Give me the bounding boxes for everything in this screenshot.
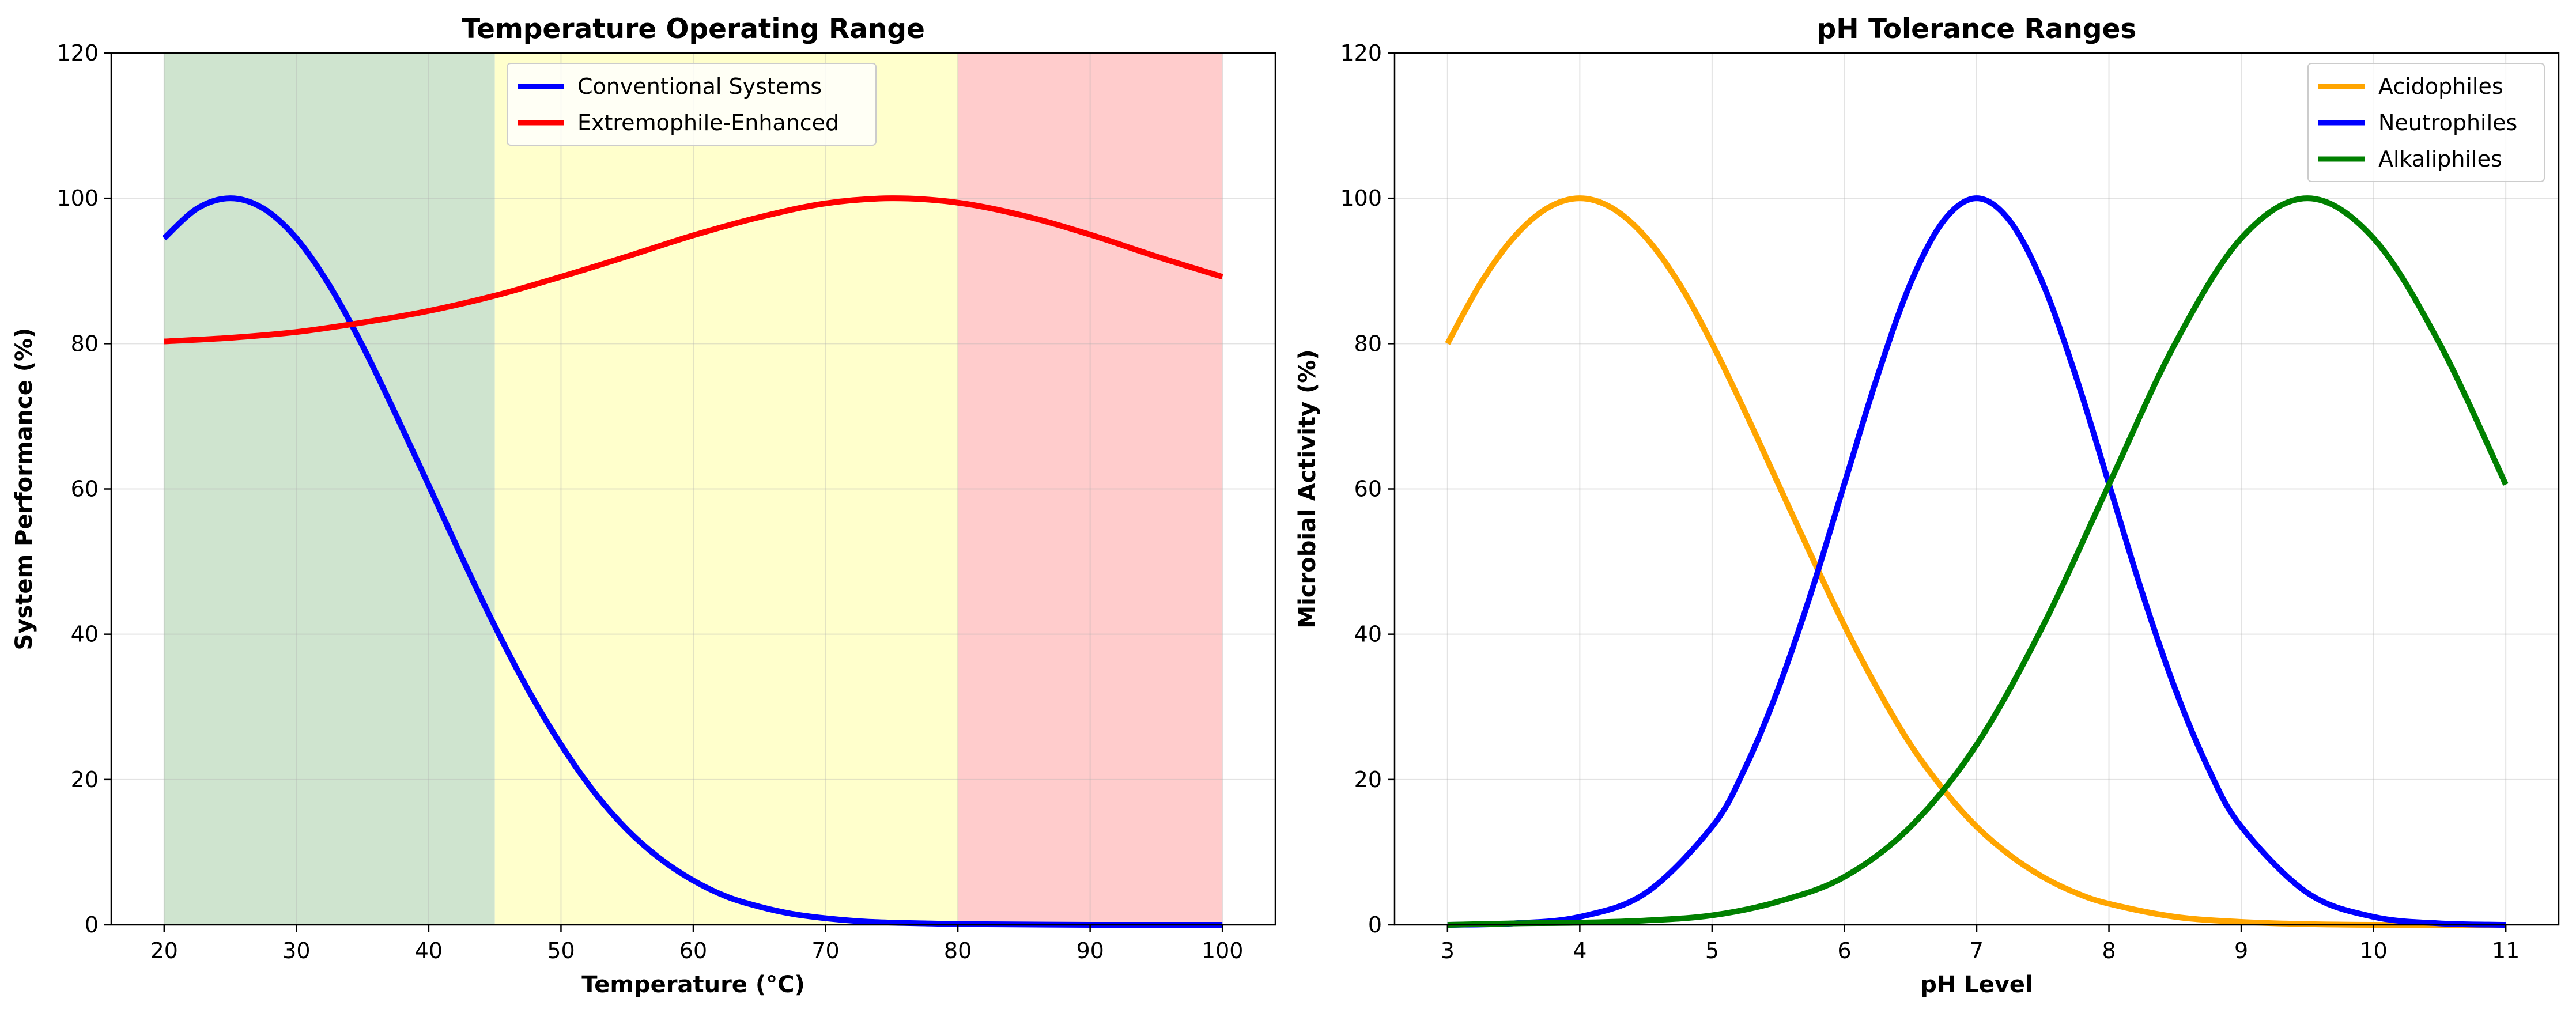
ph-chart: 3 4 5 6 7 8 9 10 11 0 20 40 60 80 100 120 pH Tolerance … — [1294, 13, 2560, 998]
series-line-neutrophiles — [1447, 195, 2506, 928]
y-axis-label: System Performance (%) — [11, 328, 37, 651]
x-tick-label: 20 — [150, 938, 178, 963]
y-tick-label: 20 — [71, 767, 99, 792]
legend-label-extremophile: Extremophile-Enhanced — [577, 110, 839, 135]
y-tick-label: 0 — [1368, 912, 1382, 937]
x-tick-label: 10 — [2359, 938, 2387, 963]
y-tick-label: 60 — [71, 477, 99, 502]
x-tick-label: 80 — [944, 938, 972, 963]
legend: Acidophiles Neutrophiles Alkaliphiles — [2307, 63, 2545, 182]
y-tick-label: 40 — [71, 622, 99, 647]
series-line-alkaliphiles — [1447, 195, 2509, 928]
y-tick-label: 80 — [71, 331, 99, 356]
legend: Conventional Systems Extremophile-Enhanc… — [507, 63, 877, 146]
legend-label-acidophiles: Acidophiles — [2378, 74, 2503, 99]
x-tick-label: 3 — [1441, 938, 1455, 963]
x-axis-label: pH Level — [1920, 971, 2033, 998]
series-line-acidophiles — [1445, 195, 2506, 928]
y-tick-label: 80 — [1354, 331, 1382, 356]
x-tick-label: 9 — [2234, 938, 2248, 963]
x-tick-label: 100 — [1202, 938, 1244, 963]
y-tick-label: 120 — [56, 40, 99, 66]
series-line-extremophile-enhanced — [164, 195, 1223, 345]
series-lines — [162, 195, 1223, 928]
x-tick-label: 11 — [2492, 938, 2520, 963]
y-tick-label: 100 — [1340, 186, 1382, 211]
x-tick-label: 50 — [547, 938, 575, 963]
chart-title: Temperature Operating Range — [462, 13, 925, 45]
x-tick-label: 40 — [415, 938, 443, 963]
x-tick-label: 6 — [1837, 938, 1851, 963]
legend-box — [2307, 63, 2545, 182]
y-tick-label: 100 — [56, 186, 99, 211]
band-2 — [958, 53, 1223, 925]
x-tick-label: 30 — [282, 938, 310, 963]
operating-bands — [164, 53, 1223, 925]
x-tick-label: 90 — [1076, 938, 1104, 963]
y-tick-label: 60 — [1354, 477, 1382, 502]
x-tick-label: 4 — [1573, 938, 1587, 963]
x-tick-label: 60 — [679, 938, 707, 963]
y-tick-label: 0 — [85, 912, 99, 937]
legend-label-conventional: Conventional Systems — [577, 74, 822, 99]
x-tick-label: 70 — [811, 938, 839, 963]
legend-box — [507, 63, 877, 146]
legend-label-alkaliphiles: Alkaliphiles — [2378, 146, 2502, 172]
x-tick-label: 7 — [1970, 938, 1984, 963]
chart-title: pH Tolerance Ranges — [1817, 13, 2137, 45]
series-lines — [1445, 195, 2509, 928]
legend-label-neutrophiles: Neutrophiles — [2378, 110, 2517, 135]
y-tick-label: 120 — [1340, 40, 1382, 66]
y-axis-label: Microbial Activity (%) — [1294, 349, 1321, 628]
axis-ticks: 3 4 5 6 7 8 9 10 11 0 20 40 60 80 100 120 — [1340, 40, 2520, 963]
series-line-conventional-systems — [162, 195, 1223, 928]
x-tick-label: 5 — [1705, 938, 1719, 963]
y-tick-label: 20 — [1354, 767, 1382, 792]
x-axis-label: Temperature (°C) — [581, 971, 805, 998]
x-tick-label: 8 — [2102, 938, 2116, 963]
temperature-chart: 20 30 40 50 60 70 80 90 100 0 20 40 60 80 100 120 Tempe… — [11, 13, 1276, 998]
axis-ticks: 20 30 40 50 60 70 80 90 100 0 20 40 60 80 100 120 — [56, 40, 1243, 963]
y-tick-label: 40 — [1354, 622, 1382, 647]
